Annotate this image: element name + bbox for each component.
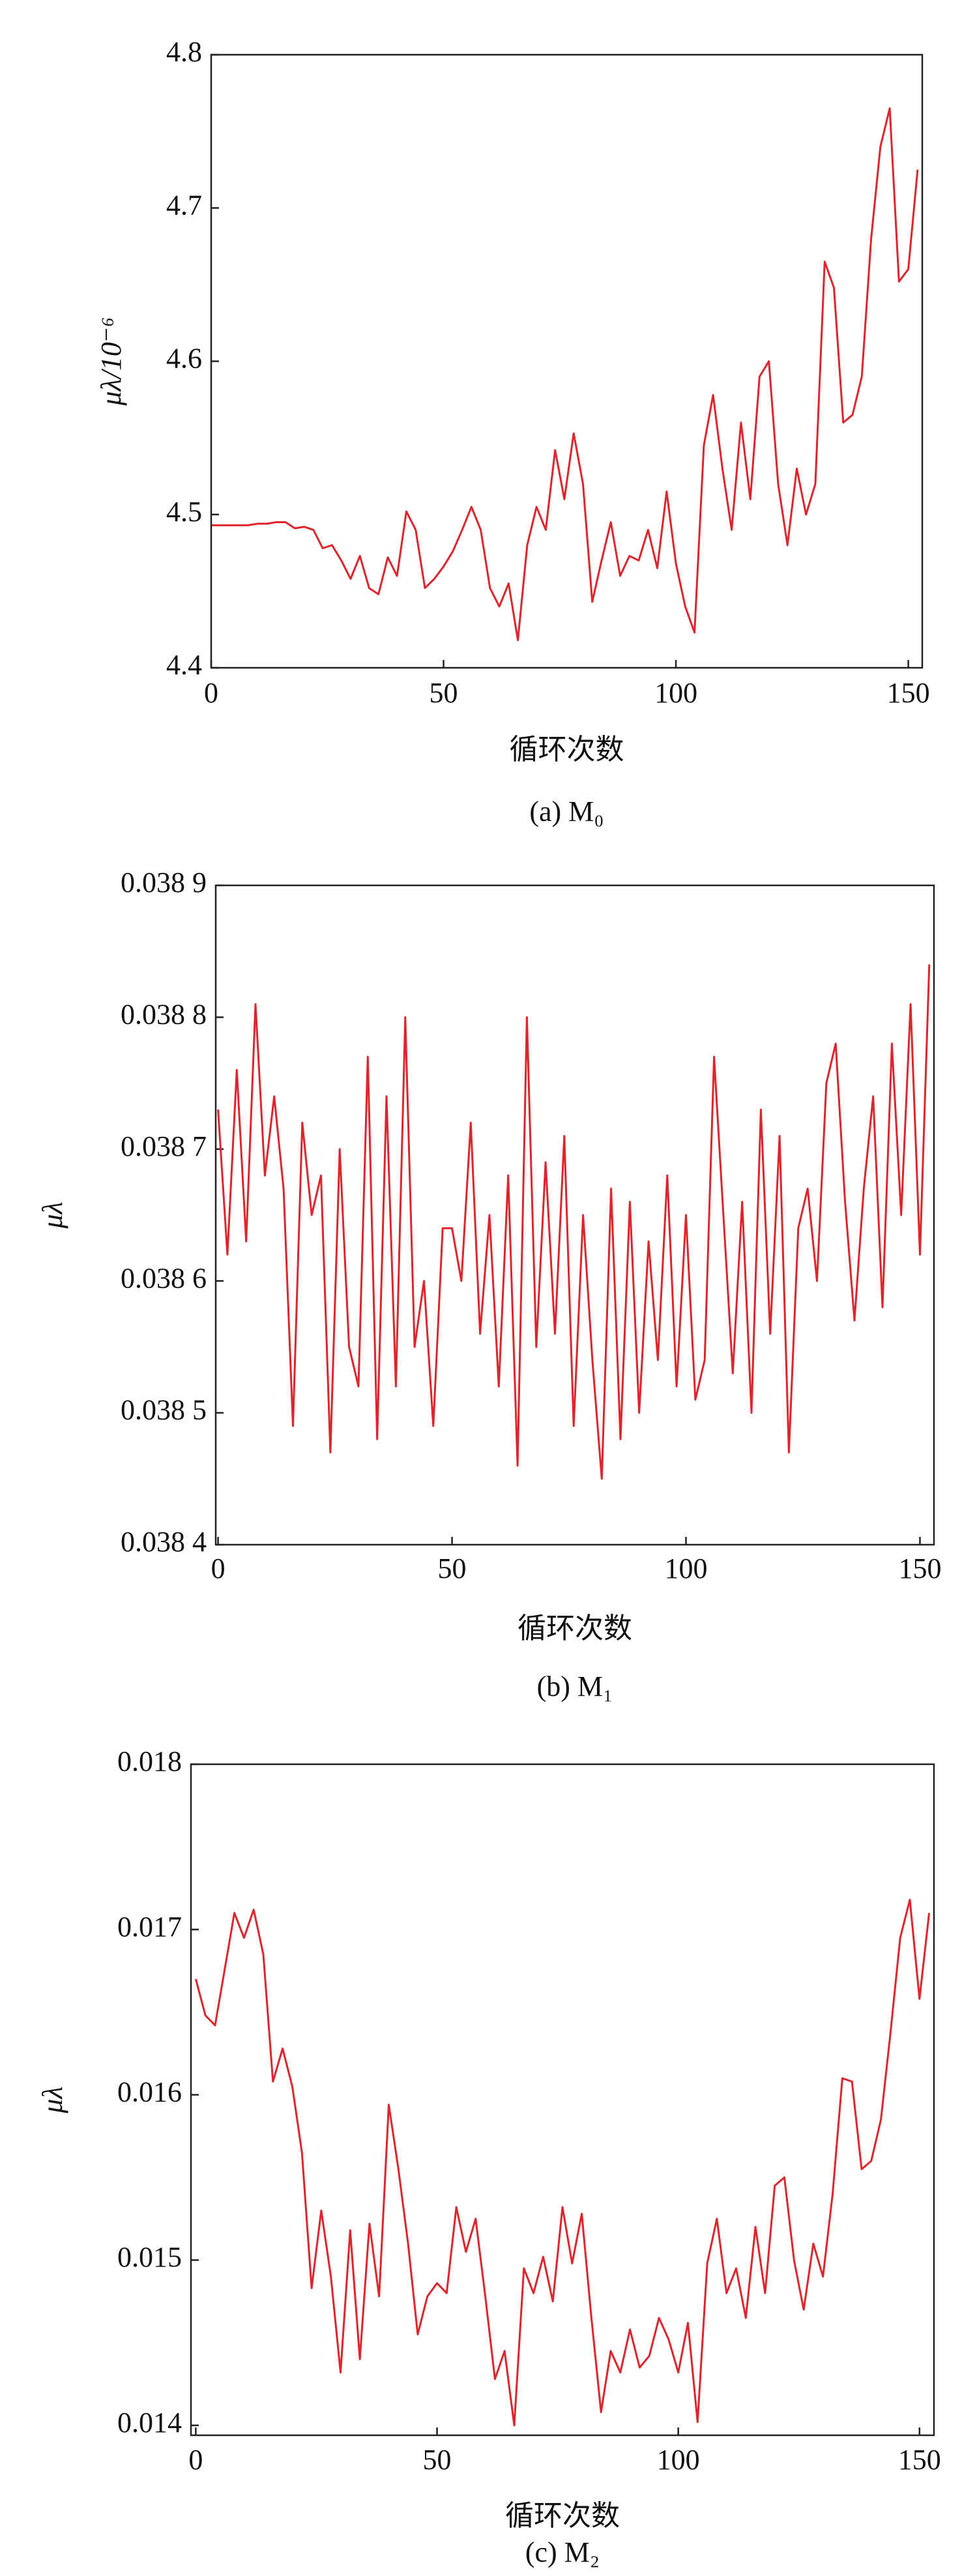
y-tick-label: 0.038 9 <box>121 866 207 898</box>
data-line <box>194 1898 931 2427</box>
y-tick-label: 0.038 5 <box>121 1394 207 1426</box>
y-tick-label: 4.8 <box>166 36 202 68</box>
plot-frame <box>210 53 924 669</box>
y-tick-label: 0.038 8 <box>121 998 207 1030</box>
x-tick-label: 0 <box>211 1553 226 1584</box>
y-axis-label: μλ/10⁻⁶ <box>95 317 127 407</box>
y-tick-label: 4.5 <box>166 496 202 528</box>
y-tick-label: 0.038 6 <box>121 1262 207 1294</box>
x-tick-label: 150 <box>887 677 930 709</box>
y-axis-label: μλ <box>36 1201 68 1229</box>
x-tick-label: 50 <box>430 677 458 709</box>
x-tick-label: 100 <box>654 677 697 709</box>
y-tick-label: 0.018 <box>117 1745 182 1777</box>
caption: (a) M₀ <box>529 795 604 827</box>
x-axis-label: 循环次数 <box>517 1612 632 1644</box>
x-tick-label: 150 <box>898 1553 941 1584</box>
y-tick-label: 0.016 <box>117 2076 182 2108</box>
x-tick-label: 150 <box>898 2444 941 2476</box>
plot-frame <box>190 1763 935 2437</box>
plot-frame <box>214 884 935 1546</box>
caption: (c) M₂ <box>525 2536 600 2568</box>
x-tick-label: 100 <box>665 1553 708 1584</box>
x-tick-label: 50 <box>438 1553 467 1584</box>
y-tick-label: 0.038 4 <box>121 1526 207 1558</box>
y-tick-label: 4.4 <box>166 649 202 681</box>
y-tick-label: 0.014 <box>117 2407 182 2439</box>
x-tick-label: 0 <box>204 677 218 709</box>
x-tick-label: 50 <box>423 2444 452 2476</box>
y-tick-label: 0.015 <box>117 2241 182 2273</box>
data-line <box>211 107 919 642</box>
x-axis-label: 循环次数 <box>510 734 624 766</box>
y-tick-label: 0.017 <box>117 1911 182 1943</box>
y-tick-label: 4.7 <box>166 189 202 221</box>
caption: (b) M₁ <box>537 1670 613 1702</box>
y-tick-label: 0.038 7 <box>121 1130 207 1162</box>
x-tick-label: 0 <box>188 2444 203 2476</box>
y-axis-label: μλ <box>36 2086 68 2113</box>
x-axis-label: 循环次数 <box>505 2500 620 2532</box>
y-tick-label: 4.6 <box>166 343 202 375</box>
data-line <box>217 964 931 1480</box>
x-tick-label: 100 <box>657 2444 700 2476</box>
